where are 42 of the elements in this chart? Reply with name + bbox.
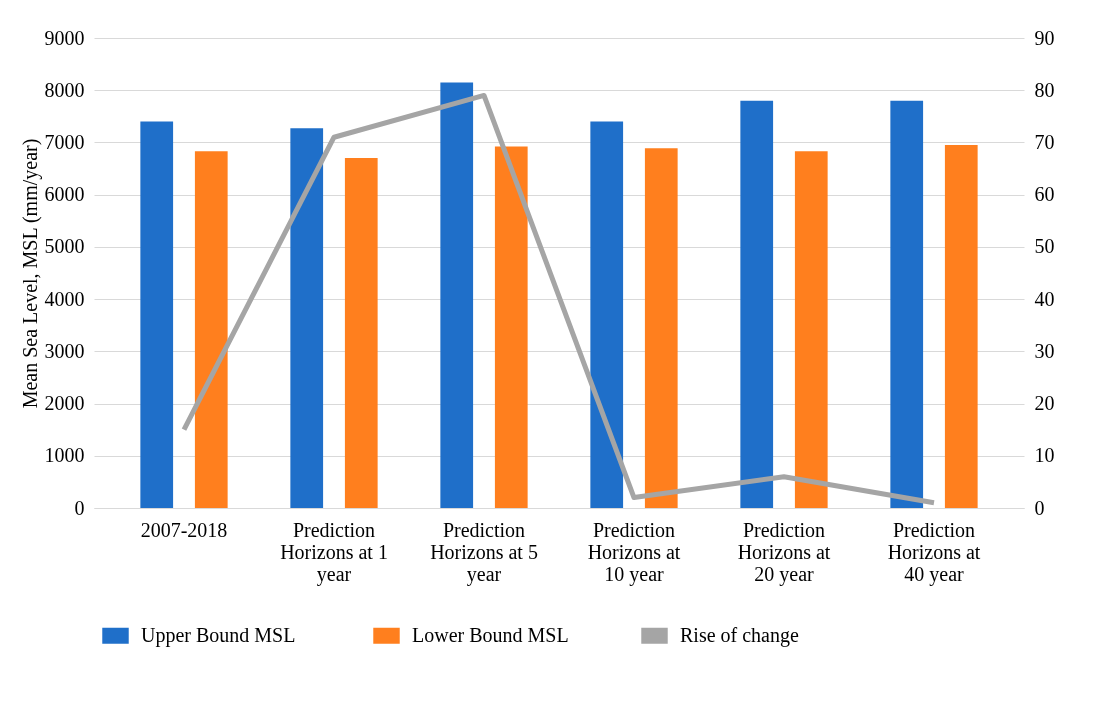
y2-tick-label: 60: [1034, 183, 1055, 206]
x-tick-label: 2007-2018: [140, 518, 228, 541]
bar: [740, 100, 774, 508]
y-tick-label: 7000: [44, 130, 85, 153]
legend-label: Rise of change: [680, 623, 799, 647]
y-tick-label: 0: [74, 496, 85, 519]
bar: [194, 151, 228, 508]
x-tick-label: Prediction Horizons at 20 year: [737, 518, 831, 586]
y2-tick-label: 30: [1034, 339, 1055, 362]
y2-tick-label: 90: [1034, 26, 1055, 49]
x-tick-label: Prediction Horizons at 1 year: [280, 518, 388, 586]
bar: [944, 145, 978, 508]
legend-label: Upper Bound MSL: [141, 623, 296, 647]
legend-label: Lower Bound MSL: [412, 623, 569, 646]
y2-tick-label: 50: [1034, 235, 1055, 258]
y2-tick-label: 10: [1034, 444, 1055, 467]
y-tick-label: 1000: [44, 444, 85, 467]
y-tick-label: 9000: [44, 26, 85, 49]
y2-tick-label: 70: [1034, 130, 1055, 153]
y-axis-title: Mean Sea Level, MSL (mm/year): [18, 138, 42, 409]
x-tick-label: Prediction Horizons at 5 year: [430, 518, 538, 586]
bar: [440, 82, 474, 508]
y-tick-label: 8000: [44, 78, 85, 101]
bar: [290, 128, 324, 508]
bar: [344, 158, 378, 508]
y2-tick-label: 20: [1034, 392, 1055, 415]
bar: [794, 151, 828, 508]
x-tick-label: Prediction Horizons at 40 year: [887, 518, 981, 586]
y-tick-label: 5000: [44, 235, 85, 258]
bar: [890, 100, 924, 508]
y2-tick-label: 80: [1034, 78, 1055, 101]
y2-tick-label: 40: [1034, 287, 1055, 310]
y-tick-label: 4000: [44, 287, 85, 310]
y-tick-label: 3000: [44, 339, 85, 362]
bar: [140, 121, 174, 508]
bar: [494, 146, 528, 508]
bar: [644, 148, 678, 508]
y2-tick-label: 0: [1034, 496, 1045, 519]
y-tick-label: 6000: [44, 183, 85, 206]
x-tick-label: Prediction Horizons at 10 year: [587, 518, 681, 586]
y-tick-label: 2000: [44, 392, 85, 415]
bar: [590, 121, 624, 508]
